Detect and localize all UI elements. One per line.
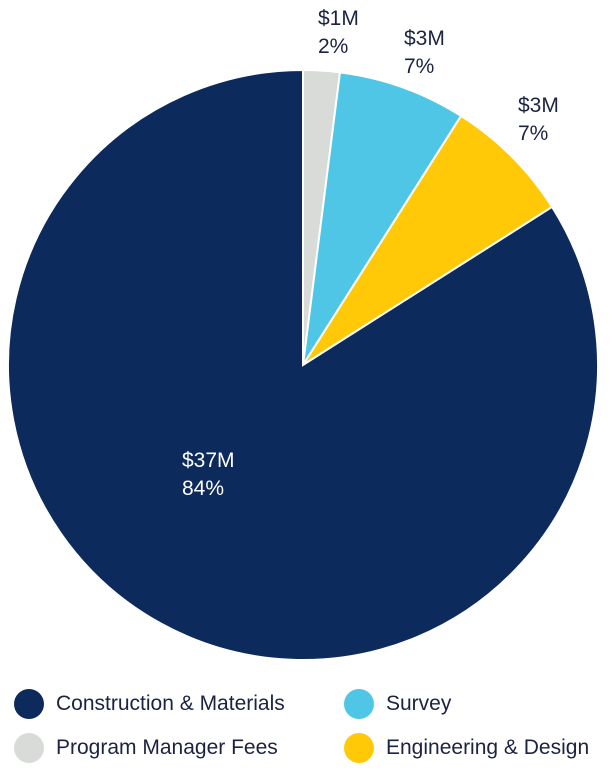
legend-swatch-survey bbox=[344, 689, 374, 719]
legend-swatch-engineering-design bbox=[344, 733, 374, 763]
pie-slice-survey bbox=[302, 71, 463, 366]
slice-value-label-survey: $3M bbox=[404, 27, 445, 50]
chart-legend: Construction & Materials Survey Program … bbox=[0, 672, 613, 771]
slice-value-label-program-manager-fees: $1M bbox=[318, 7, 359, 30]
slice-percent-label-engineering-design: 7% bbox=[518, 122, 548, 145]
slice-percent-label-construction-materials: 84% bbox=[182, 477, 224, 500]
slice-percent-label-program-manager-fees: 2% bbox=[318, 35, 348, 58]
legend-item-construction: Construction & Materials bbox=[14, 684, 285, 724]
legend-swatch-construction bbox=[14, 689, 44, 719]
legend-label-survey: Survey bbox=[386, 692, 452, 715]
slice-value-label-engineering-design: $3M bbox=[518, 94, 559, 117]
legend-item-engineering-design: Engineering & Design bbox=[344, 728, 589, 768]
slice-value-label-construction-materials: $37M bbox=[182, 449, 235, 472]
legend-label-engineering-design: Engineering & Design bbox=[386, 736, 590, 759]
legend-swatch-program-manager-fees bbox=[14, 733, 44, 763]
pie-slice-construction-materials bbox=[7, 68, 599, 661]
pie-slices bbox=[7, 68, 599, 661]
legend-item-survey: Survey bbox=[344, 684, 451, 724]
legend-label-program-manager-fees: Program Manager Fees bbox=[56, 736, 278, 759]
pie-slice-engineering-design bbox=[302, 114, 554, 366]
legend-label-construction: Construction & Materials bbox=[56, 692, 285, 715]
slice-percent-label-survey: 7% bbox=[404, 55, 434, 78]
pie-labels: $1M 2% $3M 7% $3M 7% $37M 84% bbox=[182, 7, 559, 500]
legend-item-program-manager-fees: Program Manager Fees bbox=[14, 728, 278, 768]
